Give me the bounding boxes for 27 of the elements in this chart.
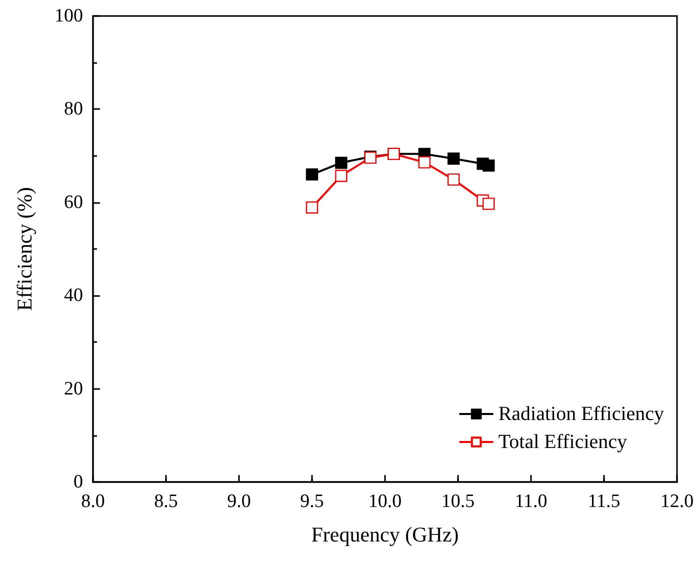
x-tick-label: 11.0: [514, 491, 548, 512]
x-tick-label: 11.5: [588, 491, 620, 512]
legend-label: Total Efficiency: [498, 431, 628, 453]
legend-label: Radiation Efficiency: [498, 403, 664, 425]
y-tick-label: 100: [54, 6, 83, 26]
point: [335, 170, 348, 182]
y-tick-label: 40: [64, 285, 83, 306]
point: [448, 152, 460, 165]
x-tick-label: 10.0: [368, 491, 402, 512]
x-tick-label: 10.5: [441, 491, 475, 512]
x-tick-label: 9.5: [300, 491, 324, 512]
point: [482, 159, 495, 172]
point: [418, 156, 431, 168]
y-tick-label: 0: [74, 472, 83, 492]
y-axis-title: Efficiency (%): [12, 187, 36, 311]
point: [306, 201, 318, 214]
point: [335, 156, 348, 169]
y-tick-label: 80: [64, 98, 83, 120]
point: [448, 173, 460, 186]
x-tick-label: 8.0: [81, 491, 105, 512]
y-tick-label: 60: [64, 192, 83, 213]
point: [306, 168, 318, 181]
x-axis-title: Frequency (GHz): [311, 522, 459, 546]
x-tick-label: 12.0: [660, 491, 694, 512]
x-tick-label: 9.0: [227, 491, 251, 512]
y-tick-label: 20: [64, 378, 83, 400]
x-tick-label: 8.5: [154, 491, 178, 512]
